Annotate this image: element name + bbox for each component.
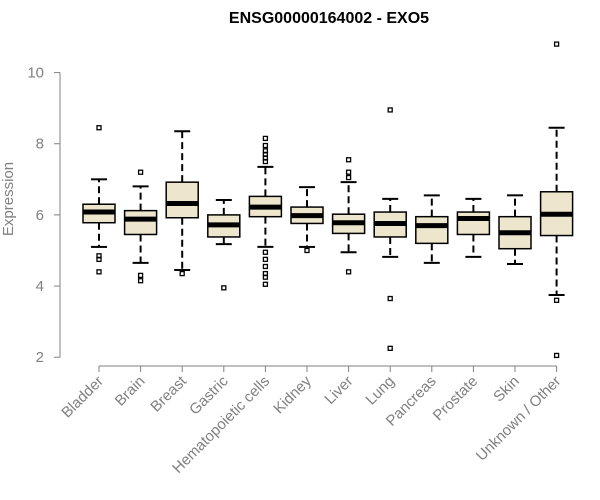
y-tick-label-2: 6 <box>36 207 44 224</box>
outlier-0-2 <box>96 256 102 263</box>
x-tick-label-10: Skin <box>490 373 523 406</box>
box-group-8 <box>415 194 449 264</box>
y-tick-label-4: 10 <box>27 65 44 82</box>
y-axis-label: Expression <box>0 162 17 236</box>
outlier-6-3 <box>345 269 352 275</box>
outlier-6-2 <box>345 174 352 181</box>
outlier-7-2 <box>387 345 393 351</box>
outlier-4-11 <box>262 281 269 287</box>
box-1 <box>123 209 158 236</box>
outlier-1-0 <box>137 169 144 175</box>
box-group-2 <box>165 130 199 277</box>
outlier-7-0 <box>387 107 393 113</box>
outlier-6-1 <box>345 169 352 175</box>
outlier-4-10 <box>262 274 269 280</box>
x-tick-label-7: Lung <box>362 373 398 409</box>
outlier-4-5 <box>262 158 269 165</box>
box-group-10 <box>498 194 532 266</box>
box-group-9 <box>456 197 491 258</box>
outlier-5-0 <box>304 247 310 254</box>
chart-title: ENSG00000164002 - EXO5 <box>229 10 429 27</box>
outlier-4-1 <box>262 142 269 149</box>
x-tick-label-1: Brain <box>112 373 149 410</box>
x-tick-label-9: Prostate <box>430 373 482 425</box>
outlier-4-8 <box>262 263 269 270</box>
outlier-6-0 <box>345 157 352 163</box>
box-group-3 <box>207 198 241 291</box>
x-tick-label-0: Bladder <box>58 373 107 422</box>
box-group-4 <box>248 135 283 287</box>
outlier-3-0 <box>221 285 227 291</box>
outlier-1-2 <box>137 278 144 284</box>
y-tick-label-3: 8 <box>36 136 44 153</box>
outlier-4-0 <box>262 135 269 142</box>
outlier-4-7 <box>262 256 269 263</box>
y-tick-label-1: 4 <box>36 278 44 295</box>
outlier-1-1 <box>137 272 144 279</box>
box-group-11 <box>539 41 574 359</box>
outlier-0-3 <box>96 269 102 275</box>
x-tick-label-5: Kidney <box>270 372 315 417</box>
box-8 <box>415 215 449 245</box>
outlier-4-6 <box>262 249 269 255</box>
box-group-0 <box>82 125 116 275</box>
box-9 <box>456 211 491 236</box>
box-group-5 <box>290 186 324 254</box>
outlier-7-1 <box>387 295 393 302</box>
outlier-2-0 <box>179 270 185 277</box>
y-tick-label-0: 2 <box>36 349 44 366</box>
x-tick-label-6: Liver <box>321 373 356 408</box>
outlier-0-0 <box>96 125 102 131</box>
outlier-11-2 <box>553 352 560 359</box>
outlier-11-0 <box>553 41 560 47</box>
box-group-6 <box>331 157 366 275</box>
box-2 <box>165 181 199 219</box>
box-group-1 <box>123 169 158 284</box>
outlier-11-1 <box>553 297 560 303</box>
y-axis: 2 4 6 8 10 <box>27 65 61 366</box>
plot-area <box>82 41 574 359</box>
box-group-7 <box>373 107 407 351</box>
x-tick-label-2: Breast <box>147 372 190 415</box>
